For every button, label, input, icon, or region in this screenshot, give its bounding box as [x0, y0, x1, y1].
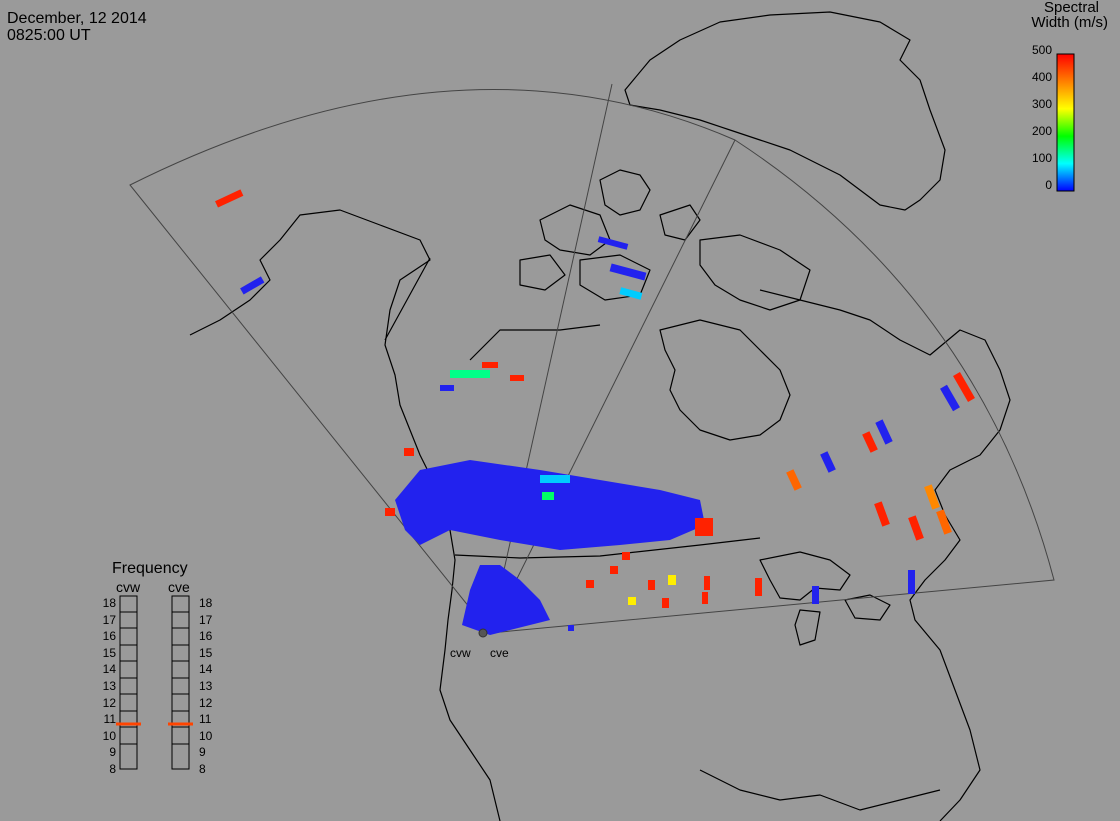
frequency-tick-left: 12	[102, 695, 116, 710]
echo-blue-east-2	[875, 419, 893, 445]
frequency-tick-right: 11	[199, 712, 212, 727]
colorbar-title-line1: Spectral	[1043, 0, 1099, 16]
colorbar-tick-300: 300	[1031, 97, 1052, 111]
echo-orange-east	[924, 484, 940, 510]
echo-red-8	[622, 552, 630, 560]
border-outline	[454, 537, 761, 559]
frequency-tick-right: 15	[199, 645, 213, 660]
echo-red-east-3	[874, 501, 890, 527]
echo-blue-2	[568, 625, 574, 631]
site-label-cvw: cvw	[450, 646, 471, 660]
colorbar-gradient	[1056, 53, 1075, 192]
echo-red-3	[695, 518, 713, 536]
echo-region-near	[462, 565, 550, 635]
cve-frequency-box	[171, 595, 190, 770]
echo-blue-mid-1	[812, 586, 819, 604]
echo-yellow-1	[668, 575, 676, 585]
fov-beam-edge-2	[489, 83, 613, 634]
echo-yellow-2	[628, 597, 636, 605]
frequency-title: Frequency	[112, 560, 188, 577]
frequency-tick-right: 12	[199, 695, 213, 710]
echo-red-5	[662, 598, 669, 608]
west-coast-outline	[189, 209, 501, 821]
frequency-tick-right: 9	[199, 745, 206, 760]
frequency-panel-graphics	[116, 595, 193, 770]
echo-orange-east-2	[936, 509, 952, 535]
frequency-tick-left: 17	[102, 612, 116, 627]
frequency-tick-left: 13	[102, 679, 116, 693]
echo-region-main	[395, 460, 705, 550]
cvw-frequency-box	[119, 595, 138, 770]
echo-blue-mid-2	[908, 570, 915, 594]
echo-red-7	[610, 566, 618, 574]
echo-red-mid-2	[704, 576, 710, 590]
frequency-tick-right: 16	[199, 629, 213, 644]
echo-red-1	[482, 362, 498, 368]
fov-boundary	[129, 88, 1055, 634]
echo-blue-arctic-2	[609, 263, 647, 281]
time-label: 0825:00 UT	[7, 27, 91, 44]
echo-cyan-2	[450, 370, 490, 378]
echo-red-east-2	[862, 431, 878, 453]
hudson-bay-outline	[659, 319, 791, 441]
fov-beam-edge-1	[489, 139, 736, 634]
fov-outline	[129, 83, 1055, 634]
frequency-tick-right: 10	[199, 728, 213, 743]
echo-red-4	[648, 580, 655, 590]
coastlines	[189, 11, 1011, 821]
frequency-tick-right: 18	[199, 596, 213, 610]
arctic-islands-outline	[519, 169, 811, 311]
echo-blue-east-3	[820, 451, 836, 473]
frequency-radar-left: cvw	[116, 579, 141, 595]
site-label-cve: cve	[490, 646, 509, 660]
echo-cyan-arctic	[619, 287, 643, 300]
frequency-tick-right: 14	[199, 662, 213, 677]
colorbar-tick-100: 100	[1031, 151, 1052, 165]
frequency-tick-right: 8	[199, 762, 206, 776]
echo-blue-east-1	[940, 384, 960, 412]
date-label: December, 12 2014	[7, 10, 147, 27]
echo-red-alaska	[215, 189, 244, 208]
colorbar-title-line2: Width (m/s)	[1031, 14, 1108, 31]
echo-cyan-1	[540, 475, 570, 483]
gulf-coast-outline	[699, 769, 941, 811]
echo-red-2	[510, 375, 524, 381]
greenland-outline	[624, 11, 946, 211]
echo-red-east-4	[908, 515, 924, 541]
great-lakes-outline	[759, 551, 891, 646]
frequency-tick-left: 8	[109, 762, 116, 776]
echo-green-1	[542, 492, 554, 500]
frequency-tick-left: 15	[102, 645, 116, 660]
frequency-tick-left: 11	[103, 712, 116, 727]
frequency-gridlines	[120, 611, 189, 745]
echo-red-mid-1	[755, 578, 762, 596]
echo-blue-arctic-1	[597, 236, 629, 250]
colorbar-tick-200: 200	[1031, 124, 1052, 138]
frequency-tick-right: 13	[199, 679, 213, 693]
radar-site-marker	[478, 628, 488, 638]
echo-blue-1	[440, 385, 454, 391]
echo-orange-mid	[786, 469, 802, 491]
echo-red-east-1	[953, 372, 975, 402]
frequency-tick-left: 9	[109, 745, 116, 760]
frequency-tick-right: 17	[199, 612, 213, 627]
echo-red-10	[404, 448, 414, 456]
colorbar-tick-400: 400	[1031, 70, 1052, 84]
frequency-tick-left: 16	[102, 629, 116, 644]
echo-blue-alaska	[240, 276, 265, 295]
frequency-radar-right: cve	[168, 579, 190, 595]
east-coast-outline	[759, 289, 1011, 821]
frequency-tick-left: 14	[102, 662, 116, 677]
colorbar-tick-0: 0	[1045, 178, 1052, 192]
echo-red-mid-3	[702, 592, 708, 604]
echo-red-9	[385, 508, 395, 516]
frequency-tick-left: 18	[102, 596, 116, 610]
territory-line	[384, 257, 601, 361]
radar-echoes	[215, 189, 975, 635]
frequency-tick-left: 10	[102, 728, 116, 743]
echo-red-6	[586, 580, 594, 588]
colorbar-tick-500: 500	[1031, 43, 1052, 57]
